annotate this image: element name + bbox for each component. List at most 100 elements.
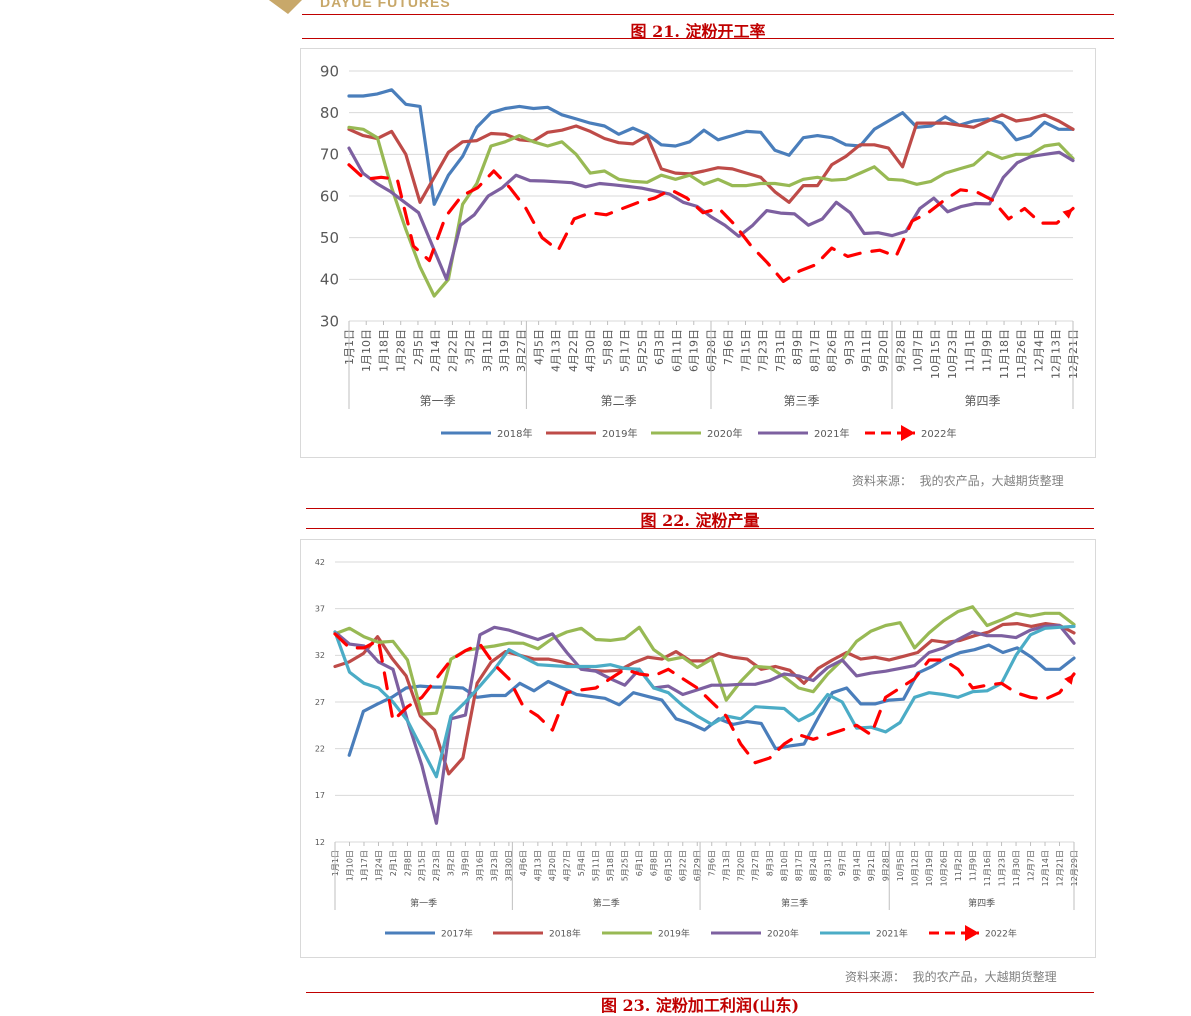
x-tick-label: 4月5日 [532,329,545,365]
title-rule-top [306,508,1094,509]
y-tick-label: 27 [315,698,325,707]
x-tick-label: 3月23日 [490,850,499,881]
x-tick-label: 11月9日 [968,850,977,881]
x-tick-label: 8月24日 [809,850,818,881]
chart-21-source: 资料来源： 我的农产品，大越期货整理 [852,474,1064,488]
x-tick-label: 3月19日 [498,329,511,372]
chart-21-frame: 304050607080901月1日1月10日1月18日1月28日2月5日2月1… [300,48,1096,458]
legend-label: 2018年 [549,927,581,939]
x-tick-label: 7月6日 [722,329,735,365]
x-tick-label: 2月22日 [446,329,459,372]
x-tick-label: 6月15日 [664,850,673,881]
x-tick-label: 5月25日 [621,850,630,881]
x-tick-label: 3月2日 [464,329,477,365]
x-tick-label: 4月27日 [563,850,572,881]
x-tick-label: 7月15日 [739,329,752,372]
x-tick-label: 8月17日 [808,329,821,372]
x-tick-label: 3月27日 [515,329,528,372]
x-tick-label: 11月18日 [998,329,1011,379]
x-tick-label: 9月20日 [877,329,890,372]
x-tick-label: 4月20日 [548,850,557,881]
y-tick-label: 37 [315,604,325,613]
series-line-2021年 [333,624,1076,779]
x-tick-label: 8月10日 [780,850,789,881]
x-tick-label: 6月1日 [635,850,644,876]
title-rule-top [306,992,1094,993]
legend-label: 2019年 [658,927,690,939]
legend-label: 2022年 [921,427,956,440]
x-tick-label: 5月25日 [636,329,649,372]
title-rule-bottom [302,38,1114,39]
x-tick-label: 7月6日 [708,850,717,876]
title-rule-top [302,14,1114,15]
x-tick-label: 6月22日 [679,850,688,881]
chart-22-svg: 121722273237421月1日1月10日1月17日1月24日2月1日2月8… [315,558,1079,941]
x-tick-label: 9月28日 [881,850,890,881]
quarter-label: 第一季 [410,897,437,909]
x-tick-label: 5月18日 [606,850,615,881]
x-tick-label: 9月3日 [843,329,856,365]
x-tick-label: 8月17日 [794,850,803,881]
legend-label: 2021年 [814,427,849,440]
x-tick-label: 10月26日 [939,850,948,886]
x-tick-label: 9月14日 [852,850,861,881]
quarter-label: 第二季 [593,897,620,909]
y-tick-label: 30 [320,312,339,330]
y-tick-label: 80 [320,104,339,122]
figure-21-title: 图 21. 淀粉开工率 [630,22,766,41]
x-tick-label: 5月8日 [601,329,614,365]
x-tick-label: 2月23日 [432,850,441,881]
x-tick-label: 2月15日 [418,850,427,881]
x-tick-label: 1月18日 [377,329,390,372]
quarter-label: 第四季 [964,394,1000,408]
x-tick-label: 11月26日 [1015,329,1028,379]
x-tick-label: 12月13日 [1050,329,1063,379]
y-tick-label: 42 [315,558,325,567]
x-tick-label: 5月17日 [619,329,632,372]
x-tick-label: 10月12日 [910,850,919,886]
legend-label: 2018年 [497,427,532,440]
chart-22-source: 资料来源： 我的农产品，大越期货整理 [845,970,1057,984]
x-tick-label: 1月17日 [360,850,369,881]
x-tick-label: 4月13日 [534,850,543,881]
x-tick-label: 10月15日 [929,329,942,379]
x-tick-label: 7月20日 [737,850,746,881]
series-arrowhead [1064,674,1074,685]
x-tick-label: 6月8日 [650,850,659,876]
x-tick-label: 8月31日 [823,850,832,881]
x-tick-label: 8月9日 [791,329,804,365]
x-tick-label: 6月11日 [670,329,683,372]
series-line-2020年 [333,623,1076,825]
x-tick-label: 10月23日 [946,329,959,379]
x-tick-label: 2月8日 [403,850,412,876]
x-tick-label: 11月9日 [981,329,994,372]
chart-21-svg: 304050607080901月1日1月10日1月18日1月28日2月5日2月1… [320,62,1080,441]
x-tick-label: 4月30日 [584,329,597,372]
x-tick-label: 5月4日 [577,850,586,876]
x-tick-label: 3月2日 [447,850,456,876]
x-tick-label: 11月30日 [1012,850,1021,886]
x-tick-label: 7月23日 [757,329,770,372]
x-tick-label: 10月19日 [925,850,934,886]
x-tick-label: 8月26日 [826,329,839,372]
legend-arrow-icon [901,425,915,441]
series-line-2021年 [347,146,1075,281]
x-tick-label: 11月23日 [997,850,1006,886]
x-tick-label: 2月1日 [389,850,398,876]
x-tick-label: 9月7日 [838,850,847,876]
company-logo-text: DAYUE FUTURES [320,0,451,10]
x-tick-label: 11月1日 [963,329,976,372]
x-tick-label: 11月16日 [983,850,992,886]
quarter-label: 第二季 [601,394,637,408]
figure-22-title: 图 22. 淀粉产量 [640,511,760,530]
y-tick-label: 17 [315,791,325,800]
x-tick-label: 1月10日 [360,329,373,372]
x-tick-label: 12月21日 [1055,850,1064,886]
title-rule-bottom [306,528,1094,529]
x-tick-label: 3月9日 [461,850,470,876]
x-tick-label: 7月31日 [774,329,787,372]
x-tick-label: 4月13日 [550,329,563,372]
x-tick-label: 12月14日 [1041,850,1050,886]
x-tick-label: 11月2日 [954,850,963,881]
x-tick-label: 1月10日 [345,850,354,881]
